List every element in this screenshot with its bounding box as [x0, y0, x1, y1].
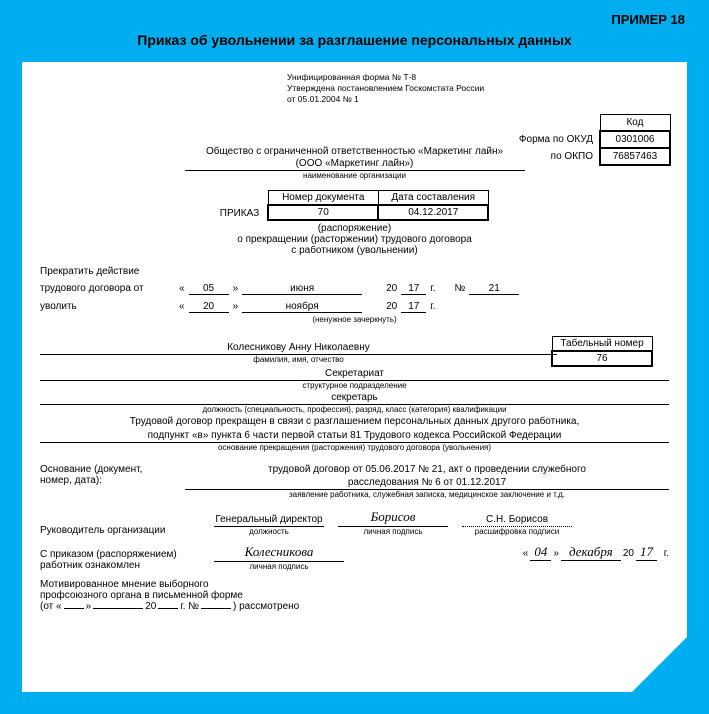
dept: Секретариат: [40, 368, 669, 381]
head-pos: Генеральный директор: [214, 514, 324, 527]
ack-g: г.: [664, 548, 669, 559]
ack-lbl1: С приказом (распоряжением): [40, 549, 200, 560]
ack-y: 17: [636, 544, 657, 561]
basis-lbl2: номер, дата):: [40, 475, 175, 486]
head-lbl: Руководитель организации: [40, 525, 200, 536]
org-sub: наименование организации: [303, 171, 406, 180]
basis-lbl1: Основание (документ,: [40, 464, 175, 475]
tabnum-v: 76: [552, 351, 652, 366]
okud-value: 0301006: [600, 131, 670, 148]
prikaz-word: ПРИКАЗ: [220, 208, 259, 221]
g1: г.: [430, 283, 435, 294]
day2: 20: [189, 301, 229, 313]
pos-sub: должность (специальность, профессия), ра…: [40, 405, 669, 414]
contract-l1: Прекратить действие: [40, 266, 669, 277]
union-l3d: г. №: [180, 601, 199, 612]
no-lbl: №: [454, 283, 465, 294]
example-label: ПРИМЕР 18: [611, 12, 685, 27]
fire-lbl: уволить: [40, 301, 175, 312]
cross-note: (ненужное зачеркнуть): [40, 315, 669, 324]
head-sign-sub: личная подпись: [364, 527, 423, 536]
org-name1: Общество с ограниченной ответственностью…: [185, 146, 525, 158]
okpo-value: 76857463: [600, 148, 670, 165]
ack-sign: Колесникова: [214, 544, 344, 562]
org-name2: (ООО «Маркетинг лайн»): [185, 158, 525, 171]
month1: июня: [242, 283, 362, 295]
union-l3a: (от «: [40, 601, 62, 612]
ack-m: декабря: [561, 544, 621, 561]
day1: 05: [189, 283, 229, 295]
reason-sub: основание прекращения (расторжения) труд…: [40, 443, 669, 452]
form-line2: Утверждена постановлением Госкомстата Ро…: [287, 83, 497, 94]
docdate-header: Дата составления: [378, 191, 488, 206]
ack-lbl2: работник ознакомлен: [40, 560, 200, 571]
union-l3b: »: [86, 601, 92, 612]
form-line3: от 05.01.2004 № 1: [287, 94, 497, 105]
c20-2: 20: [386, 301, 397, 312]
doc-title: Приказ об увольнении за разглашение перс…: [0, 32, 709, 48]
basis-sub: заявление работника, служебная записка, …: [185, 490, 669, 499]
ack-ypre: 20: [623, 548, 634, 559]
docdate-value: 04.12.2017: [378, 205, 488, 220]
form-line1: Унифицированная форма № Т-8: [287, 72, 497, 83]
reason1: Трудовой договор прекращен в связи с раз…: [40, 416, 669, 428]
code-block: Код Форма по ОКУД0301006 по ОКПО76857463: [513, 114, 671, 166]
head-pos-sub: должность: [249, 527, 289, 536]
ack-dopen: «: [523, 548, 529, 559]
pos: секретарь: [40, 392, 669, 405]
fio: Колесникову Анну Николаевну: [40, 342, 557, 355]
ack-dclose: »: [553, 548, 559, 559]
union-l3e: ) рассмотрено: [233, 601, 299, 612]
union-d: [64, 608, 84, 609]
form-info: Унифицированная форма № Т-8 Утверждена п…: [287, 72, 497, 105]
month2: ноября: [242, 301, 362, 313]
document-body: Унифицированная форма № Т-8 Утверждена п…: [22, 62, 687, 692]
head-sign: Борисов: [338, 509, 448, 527]
c20-1: 20: [386, 283, 397, 294]
union-l3c: 20: [145, 601, 156, 612]
docnum-value: 70: [268, 205, 378, 220]
union-l2: профсоюзного органа в письменной форме: [40, 590, 669, 601]
dept-sub: структурное подразделение: [40, 381, 669, 390]
union-m: [93, 608, 143, 609]
no-val: 21: [469, 283, 519, 295]
basis-txt1: трудовой договор от 05.06.2017 № 21, акт…: [185, 464, 669, 475]
reason2: подпункт «в» пункта 6 части первой стать…: [40, 430, 669, 443]
ack-d: 04: [530, 544, 551, 561]
fio-sub: фамилия, имя, отчество: [40, 355, 557, 364]
basis-txt2: расследования № 6 от 01.12.2017: [185, 477, 669, 490]
page-corner: [632, 637, 687, 692]
year2: 17: [401, 301, 426, 313]
docnum-header: Номер документа: [268, 191, 378, 206]
g2: г.: [430, 301, 435, 312]
contract-l2: трудового договора от: [40, 283, 175, 294]
union-n: [201, 608, 231, 609]
ack-sign-sub: личная подпись: [250, 562, 309, 571]
prikaz-sub3: с работником (увольнении): [40, 245, 669, 256]
head-name-sub: расшифровка подписи: [475, 527, 559, 536]
union-l1: Мотивированное мнение выборного: [40, 579, 669, 590]
kod-header: Код: [600, 115, 670, 132]
prikaz-sub1: (распоряжение): [40, 223, 669, 234]
tabnum-h: Табельный номер: [552, 337, 652, 352]
year1: 17: [401, 283, 426, 295]
okpo-label: по ОКПО: [513, 148, 600, 165]
prikaz-sub2: о прекращении (расторжении) трудового до…: [40, 234, 669, 245]
head-name: С.Н. Борисов: [462, 514, 572, 527]
okud-label: Форма по ОКУД: [513, 131, 600, 148]
union-y: [158, 608, 178, 609]
